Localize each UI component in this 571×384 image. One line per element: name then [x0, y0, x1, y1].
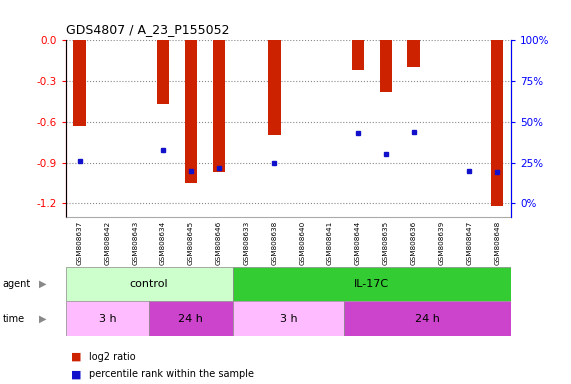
- Bar: [149, 301, 233, 336]
- Text: 24 h: 24 h: [179, 314, 203, 324]
- Text: GDS4807 / A_23_P155052: GDS4807 / A_23_P155052: [66, 23, 229, 36]
- Text: GSM808638: GSM808638: [271, 221, 278, 265]
- Bar: [233, 267, 511, 301]
- Text: ■: ■: [71, 352, 82, 362]
- Bar: [491, 40, 504, 206]
- Text: control: control: [130, 279, 168, 289]
- Text: 3 h: 3 h: [99, 314, 116, 324]
- Text: log2 ratio: log2 ratio: [89, 352, 135, 362]
- Bar: [233, 301, 344, 336]
- Text: IL-17C: IL-17C: [354, 279, 389, 289]
- Text: GSM808646: GSM808646: [216, 221, 222, 265]
- Bar: [268, 40, 281, 136]
- Bar: [380, 40, 392, 92]
- Text: GSM808636: GSM808636: [411, 221, 417, 265]
- Bar: [66, 267, 233, 301]
- Bar: [73, 40, 86, 126]
- Text: GSM808644: GSM808644: [355, 221, 361, 265]
- Text: agent: agent: [3, 279, 31, 289]
- Text: GSM808635: GSM808635: [383, 221, 389, 265]
- Bar: [407, 40, 420, 68]
- Text: GSM808639: GSM808639: [439, 221, 444, 265]
- Text: GSM808637: GSM808637: [77, 221, 83, 265]
- Text: GSM808645: GSM808645: [188, 221, 194, 265]
- Text: GSM808648: GSM808648: [494, 221, 500, 265]
- Text: GSM808643: GSM808643: [132, 221, 138, 265]
- Text: GSM808641: GSM808641: [327, 221, 333, 265]
- Bar: [212, 40, 225, 172]
- Text: GSM808634: GSM808634: [160, 221, 166, 265]
- Text: 24 h: 24 h: [415, 314, 440, 324]
- Text: time: time: [3, 314, 25, 324]
- Text: GSM808633: GSM808633: [244, 221, 250, 265]
- Bar: [66, 301, 149, 336]
- Text: 3 h: 3 h: [280, 314, 297, 324]
- Text: GSM808642: GSM808642: [104, 221, 110, 265]
- Text: ■: ■: [71, 369, 82, 379]
- Bar: [344, 301, 511, 336]
- Text: ▶: ▶: [39, 314, 46, 324]
- Text: ▶: ▶: [39, 279, 46, 289]
- Text: percentile rank within the sample: percentile rank within the sample: [89, 369, 254, 379]
- Bar: [352, 40, 364, 70]
- Text: GSM808640: GSM808640: [299, 221, 305, 265]
- Bar: [157, 40, 170, 104]
- Text: GSM808647: GSM808647: [467, 221, 472, 265]
- Bar: [184, 40, 197, 183]
